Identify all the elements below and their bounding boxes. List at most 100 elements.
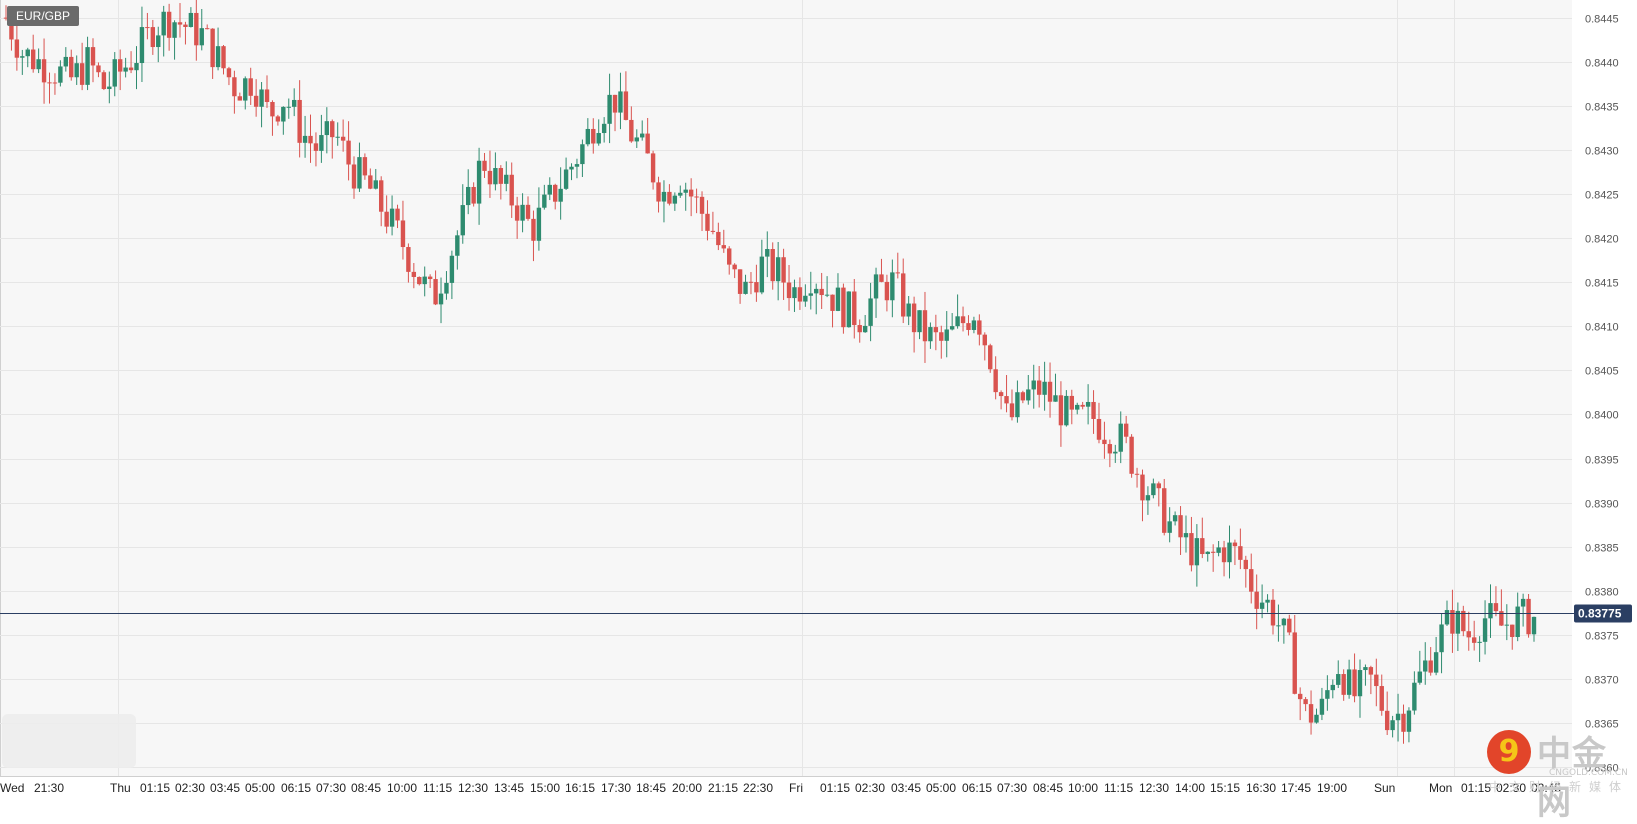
candle-body: [422, 276, 427, 285]
candle-body: [384, 211, 389, 227]
candle-body: [357, 157, 362, 189]
candle-body: [85, 47, 90, 85]
y-tick-label: 0.8440: [1585, 58, 1619, 70]
candle: [1319, 687, 1325, 721]
candle-body: [694, 196, 699, 198]
candle: [803, 284, 808, 307]
candle: [1455, 602, 1461, 652]
candle-body: [52, 82, 58, 84]
candle: [1210, 544, 1216, 572]
candle-body: [417, 276, 422, 285]
candle-body: [531, 218, 536, 241]
candle: [1292, 614, 1297, 695]
candle: [1303, 697, 1308, 712]
candle-body: [1183, 533, 1189, 538]
candle-body: [1433, 652, 1439, 673]
candle: [1200, 517, 1205, 559]
candle-body: [460, 205, 465, 236]
candle: [362, 153, 368, 180]
candle-body: [281, 106, 286, 122]
candle: [172, 20, 177, 60]
candle: [215, 27, 221, 71]
candle: [601, 117, 607, 143]
candle: [379, 176, 384, 227]
candle-body: [922, 310, 928, 342]
candle-body: [297, 99, 302, 143]
candle: [699, 191, 705, 232]
candle-body: [514, 205, 520, 221]
candle-body: [1200, 538, 1205, 555]
candle: [58, 60, 63, 87]
candle-body: [1504, 624, 1510, 626]
candle: [1036, 365, 1042, 408]
candle: [509, 162, 514, 218]
candle: [835, 273, 841, 312]
candle-body: [1423, 660, 1428, 672]
candle-body: [226, 68, 232, 78]
candle-body: [286, 106, 291, 108]
candle: [1428, 647, 1433, 676]
candle-body: [716, 231, 721, 246]
candle-body: [536, 207, 542, 241]
candle: [1183, 515, 1189, 553]
candle: [1379, 674, 1384, 716]
candle: [400, 200, 406, 260]
candle: [1238, 528, 1243, 570]
candle: [743, 274, 748, 295]
candle: [944, 311, 949, 358]
candle-body: [933, 327, 939, 333]
price-chart[interactable]: 0.83775 0.84450.84400.84350.84300.84250.…: [0, 0, 1637, 798]
candle: [330, 119, 335, 159]
candle: [1227, 525, 1232, 579]
y-tick-label: 0.8375: [1585, 631, 1619, 643]
candle: [1515, 592, 1520, 642]
candle-body: [884, 281, 890, 301]
current-price-badge: [1574, 604, 1632, 623]
candle-body: [1428, 660, 1433, 673]
candle-body: [1227, 542, 1232, 563]
candle-body: [400, 220, 406, 248]
candle-body: [667, 191, 672, 204]
candle-body: [781, 257, 786, 283]
candle-body: [596, 133, 601, 144]
candle: [781, 248, 786, 300]
candle-body: [1352, 669, 1357, 697]
candle: [47, 72, 52, 104]
x-tick-label: 03:45: [1531, 781, 1561, 795]
candle: [1178, 506, 1183, 555]
candle-body: [63, 56, 69, 67]
candle-body: [1341, 674, 1346, 695]
x-tick-label: 17:30: [601, 781, 631, 795]
candle-body: [455, 235, 460, 256]
candle-body: [824, 294, 830, 296]
candle-body: [1346, 669, 1352, 695]
x-tick-label: 16:30: [1246, 781, 1276, 795]
candle-body: [340, 136, 346, 141]
candle: [884, 274, 890, 312]
candle-body: [520, 204, 525, 221]
candle: [1042, 361, 1047, 411]
candle: [52, 73, 58, 95]
candle-body: [232, 77, 237, 97]
candle: [14, 20, 20, 71]
candle-body: [846, 291, 852, 328]
candle: [721, 229, 726, 253]
candle: [74, 55, 79, 85]
candle-body: [1461, 610, 1466, 632]
x-tick-label: 21:15: [708, 781, 738, 795]
candle: [955, 294, 960, 329]
candle-body: [145, 27, 150, 29]
candle: [373, 168, 378, 190]
candle-body: [275, 116, 281, 122]
candle-body: [612, 94, 618, 113]
symbol-label[interactable]: EUR/GBP: [7, 6, 80, 26]
candle-body: [525, 204, 531, 219]
candle: [754, 264, 759, 302]
candle: [629, 106, 634, 143]
candle-body: [471, 186, 476, 204]
candle: [194, 0, 199, 61]
y-tick-label: 0.8435: [1585, 102, 1619, 114]
y-tick-label: 0.8380: [1585, 587, 1619, 599]
candle-body: [971, 320, 977, 330]
candle-body: [482, 160, 487, 171]
